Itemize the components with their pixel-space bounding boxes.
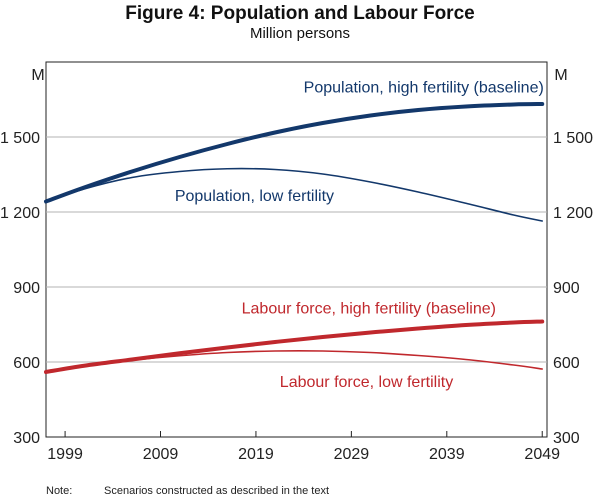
y-unit-right: M [554,67,567,84]
y-tick-left: 1 200 [0,205,40,222]
y-tick-right: 900 [553,280,580,297]
x-tick-label: 2049 [524,446,560,463]
chart-title: Figure 4: Population and Labour Force [125,3,474,24]
series-label-2: Labour force, high fertility (baseline) [242,300,496,317]
y-tick-left: 600 [13,355,40,372]
y-tick-right: 300 [553,430,580,447]
y-tick-right: 600 [553,355,580,372]
x-tick-label: 1999 [47,446,83,463]
series-lines [44,102,545,374]
y-tick-left: 1 500 [0,130,40,147]
axis-ticks: 300 300 600 600 900 900 1 200 1 200 1 500 1 500 19… [0,130,593,463]
y-tick-right: 1 200 [553,205,593,222]
y-tick-right: 1 500 [553,130,593,147]
chart-subtitle: Million persons [250,25,350,42]
series-label-0: Population, high fertility (baseline) [304,80,544,97]
x-tick-label: 2009 [143,446,179,463]
gridlines [46,136,547,363]
y-tick-left: 300 [13,430,40,447]
series-line-1 [45,167,544,222]
note-label: Note: [46,485,72,497]
x-tick-label: 2039 [429,446,465,463]
series-line-2 [44,319,545,374]
x-tick-label: 2019 [238,446,274,463]
x-tick-label: 2029 [334,446,370,463]
y-unit-left: M [31,67,44,84]
series-label-3: Labour force, low fertility [280,374,453,391]
y-tick-left: 900 [13,280,40,297]
plot-frame [45,61,548,438]
series-labels: Population, high fertility (baseline) Pop… [175,80,544,392]
series-line-0 [44,102,545,204]
note-text: Scenarios constructed as described in th… [104,485,329,497]
series-label-1: Population, low fertility [175,188,334,205]
series-line-3 [45,350,544,374]
